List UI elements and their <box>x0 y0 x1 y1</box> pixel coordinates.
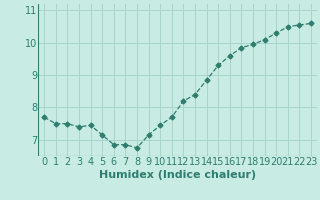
X-axis label: Humidex (Indice chaleur): Humidex (Indice chaleur) <box>99 170 256 180</box>
